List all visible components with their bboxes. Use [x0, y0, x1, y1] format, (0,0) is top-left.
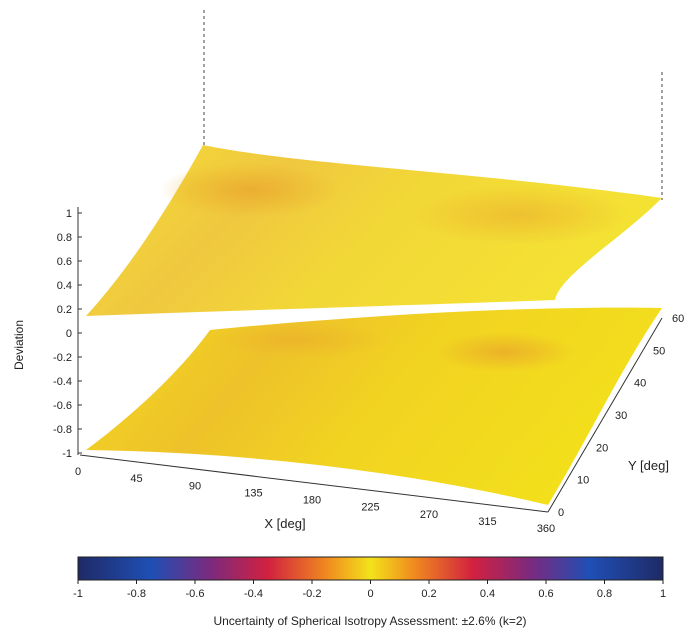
z-tick-label: -0.4 [53, 376, 72, 388]
colorbar-tick-label: 0.4 [480, 588, 495, 600]
y-tick-label: 60 [672, 313, 684, 325]
y-tick-label: 40 [634, 378, 646, 390]
z-tick-label: -0.6 [53, 400, 72, 412]
y-tick-label: 20 [596, 442, 608, 454]
z-tick-label: -1 [62, 448, 72, 460]
colorbar-caption: Uncertainty of Spherical Isotropy Assess… [213, 614, 526, 628]
colorbar-tick-label: 0.2 [421, 588, 436, 600]
y-axis-label: Y [deg] [628, 458, 669, 473]
surface-lower-orange-region-2 [210, 322, 390, 358]
colorbar-tick-label: 1 [660, 588, 666, 600]
x-axis-line [79, 454, 549, 513]
colorbar-tick-label: -0.4 [244, 588, 263, 600]
colorbar-tick-label: 0.6 [538, 588, 553, 600]
y-tick-label: 10 [577, 475, 589, 487]
x-tick-label: 180 [303, 495, 321, 507]
x-tick-label: 315 [478, 516, 496, 528]
z-tick-label: 0.8 [57, 232, 72, 244]
y-tick-label: 30 [615, 410, 627, 422]
x-tick-label: 360 [537, 523, 555, 535]
colorbar [77, 556, 664, 581]
z-tick-label: 0.4 [57, 280, 72, 292]
z-tick-label: 0.2 [57, 304, 72, 316]
surface-upper-orange-region-2 [410, 185, 630, 245]
x-axis-ticks: 0 45 90 135 180 225 270 315 360 [75, 466, 555, 535]
y-tick-label: 50 [653, 345, 665, 357]
x-tick-label: 225 [361, 502, 379, 514]
x-tick-label: 135 [244, 487, 262, 499]
z-tick-label: 0.6 [57, 256, 72, 268]
y-tick-label: 0 [558, 507, 564, 519]
colorbar-tick-label: 0 [367, 588, 373, 600]
colorbar-tick-label: -0.8 [127, 588, 146, 600]
z-axis-ticks: 1 0.8 0.6 0.4 0.2 0 -0.2 -0.4 -0.6 -0.8 -1 [53, 208, 82, 460]
x-tick-label: 0 [75, 466, 81, 478]
colorbar-tick-label: -1 [73, 588, 83, 600]
z-tick-label: -0.8 [53, 424, 72, 436]
surface-upper-orange-region [160, 162, 340, 218]
z-axis-label: Deviation [12, 320, 26, 370]
surface-lower-orange-region [435, 332, 575, 372]
x-tick-label: 270 [420, 509, 438, 521]
y-axis-line [547, 317, 663, 513]
z-tick-label: 1 [66, 208, 72, 220]
colorbar-tick-label: -0.6 [186, 588, 205, 600]
z-tick-label: 0 [66, 328, 72, 340]
y-axis-ticks: 0 10 20 30 40 50 60 [558, 313, 684, 519]
colorbar-tick-label: 0.8 [597, 588, 612, 600]
z-tick-label: -0.2 [53, 352, 72, 364]
x-axis-label: X [deg] [264, 516, 305, 531]
x-tick-label: 45 [130, 473, 142, 485]
colorbar-ticks: -1 -0.8 -0.6 -0.4 -0.2 0 0.2 0.4 0.6 0.8 1 [73, 580, 666, 600]
colorbar-tick-label: -0.2 [303, 588, 322, 600]
x-tick-label: 90 [189, 480, 201, 492]
